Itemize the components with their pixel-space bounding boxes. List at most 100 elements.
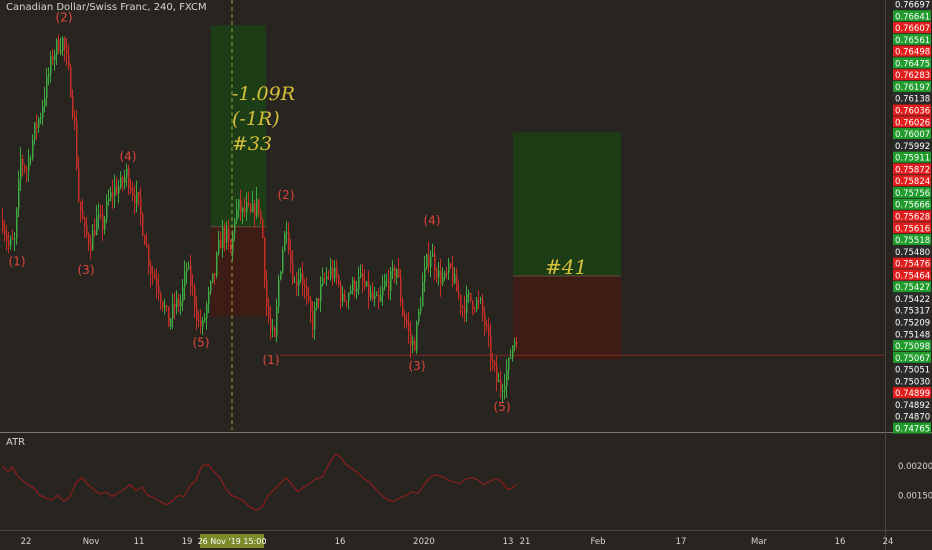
price-tag-background — [893, 33, 931, 45]
atr-tick-label: 0.00200 — [898, 462, 932, 472]
candle-body — [282, 250, 284, 272]
candle-body — [474, 308, 476, 310]
candle-body — [388, 280, 390, 291]
candle-body — [382, 287, 384, 296]
candle-body — [402, 301, 404, 316]
candle-body — [352, 280, 354, 291]
candle-body — [372, 292, 374, 299]
candle-body — [454, 274, 456, 283]
trade-41-label: #41 — [545, 255, 588, 279]
candle-body — [308, 295, 310, 300]
candle-body — [394, 267, 396, 278]
candle-body — [396, 268, 398, 278]
candle-body — [230, 240, 232, 253]
price-tag-background — [893, 210, 931, 222]
candle-body — [256, 199, 258, 216]
price-tag-background — [893, 163, 931, 175]
price-tag-background — [893, 175, 931, 187]
candle-body — [200, 320, 202, 327]
candle-body — [198, 320, 200, 322]
price-tag-background — [893, 104, 931, 116]
candle-body — [214, 273, 216, 276]
candle-body — [56, 39, 58, 55]
time-tick-label: 11 — [134, 537, 145, 547]
candle-body — [2, 220, 4, 230]
candle-body — [328, 276, 330, 278]
position-boxes — [211, 25, 621, 360]
candle-body — [108, 198, 110, 202]
candle-body — [344, 294, 346, 302]
wave-label: (3) — [78, 263, 95, 277]
candle-body — [336, 267, 338, 277]
atr-series — [1, 453, 517, 511]
candle-body — [346, 301, 348, 303]
price-tag-label: 0.76607 — [895, 24, 930, 34]
candle-body — [418, 311, 420, 322]
price-tag-label: 0.75098 — [895, 342, 930, 352]
candle-body — [272, 328, 274, 330]
candle-body — [452, 266, 454, 283]
candle-body — [180, 301, 182, 307]
price-tag-label: 0.76283 — [895, 71, 930, 81]
candle-body — [150, 265, 152, 275]
price-tag-label: 0.76641 — [895, 12, 930, 22]
price-tag-background — [893, 422, 931, 434]
candle-body — [118, 186, 120, 194]
price-tag-background — [893, 363, 931, 375]
candle-body — [384, 281, 386, 288]
candle-body — [238, 199, 240, 210]
price-tag-background — [893, 398, 931, 410]
candle-body — [374, 295, 376, 299]
candle-body — [258, 199, 260, 212]
candle-body — [354, 280, 356, 292]
candle-body — [370, 292, 372, 298]
price-tag-label: 0.74870 — [895, 413, 930, 423]
price-tag-background — [893, 292, 931, 304]
candle-body — [20, 158, 22, 180]
candle-body — [432, 253, 434, 257]
candle-body — [284, 232, 286, 251]
time-tick-label: 13 — [503, 537, 514, 547]
price-tag-background — [893, 139, 931, 151]
candle-body — [338, 276, 340, 285]
elliott-wave-labels: (1) (2) (3) (4) (5) (1) (2) (3) (4) (5) — [9, 10, 511, 414]
candle-body — [194, 286, 196, 308]
candle-body — [472, 300, 474, 309]
candle-body — [246, 202, 248, 212]
candle-body — [14, 238, 16, 240]
candle-body — [280, 271, 282, 280]
candle-body — [286, 232, 288, 234]
price-tag-background — [893, 340, 931, 352]
time-tick-label: 22 — [21, 537, 32, 547]
price-tag-label: 0.75148 — [895, 330, 930, 340]
price-tag-background — [893, 316, 931, 328]
time-tick-label: Mar — [751, 537, 768, 547]
trade-33-result: -1.09R — [232, 83, 296, 105]
time-axis[interactable]: 22Nov1119Dec1620201321Feb17Mar162426 Nov… — [21, 534, 894, 548]
candle-body — [406, 320, 408, 324]
candle-body — [152, 274, 154, 276]
candle-body — [52, 56, 54, 61]
wave-label: (4) — [120, 149, 137, 163]
candle-body — [44, 98, 46, 107]
candle-body — [376, 295, 378, 297]
candle-body — [248, 202, 250, 206]
price-tag-label: 0.76475 — [895, 59, 930, 69]
candle-body — [398, 268, 400, 278]
time-tick-label: 24 — [883, 537, 894, 547]
candle-body — [340, 284, 342, 302]
candle-body — [390, 271, 392, 291]
price-tag-label: 0.75051 — [895, 366, 930, 376]
candle-body — [80, 201, 82, 211]
price-tag-label: 0.75317 — [895, 307, 930, 317]
candle-body — [88, 234, 90, 245]
price-tag-label: 0.75872 — [895, 165, 930, 175]
wave-label: (5) — [193, 336, 210, 350]
candle-body — [212, 273, 214, 282]
candle-body — [260, 211, 262, 221]
time-tick-label: 2020 — [413, 537, 435, 547]
candle-body — [262, 220, 264, 238]
